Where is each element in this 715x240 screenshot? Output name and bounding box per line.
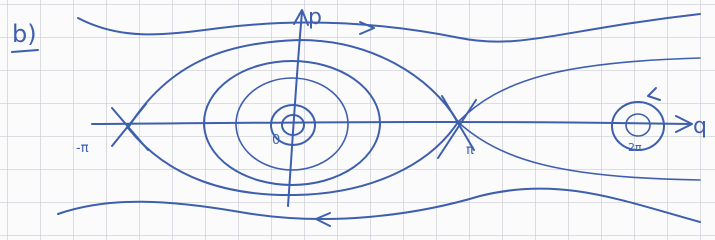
- point-label: π: [466, 143, 474, 158]
- point-label: -π: [76, 141, 89, 156]
- axis-label: q: [693, 114, 707, 139]
- axis-label: p: [308, 5, 322, 30]
- panel-label: b): [12, 20, 37, 48]
- phase-portrait: b) p q -π 0 π 2π: [0, 0, 715, 240]
- point-label: 0: [272, 133, 280, 148]
- point-label: 2π: [628, 141, 642, 154]
